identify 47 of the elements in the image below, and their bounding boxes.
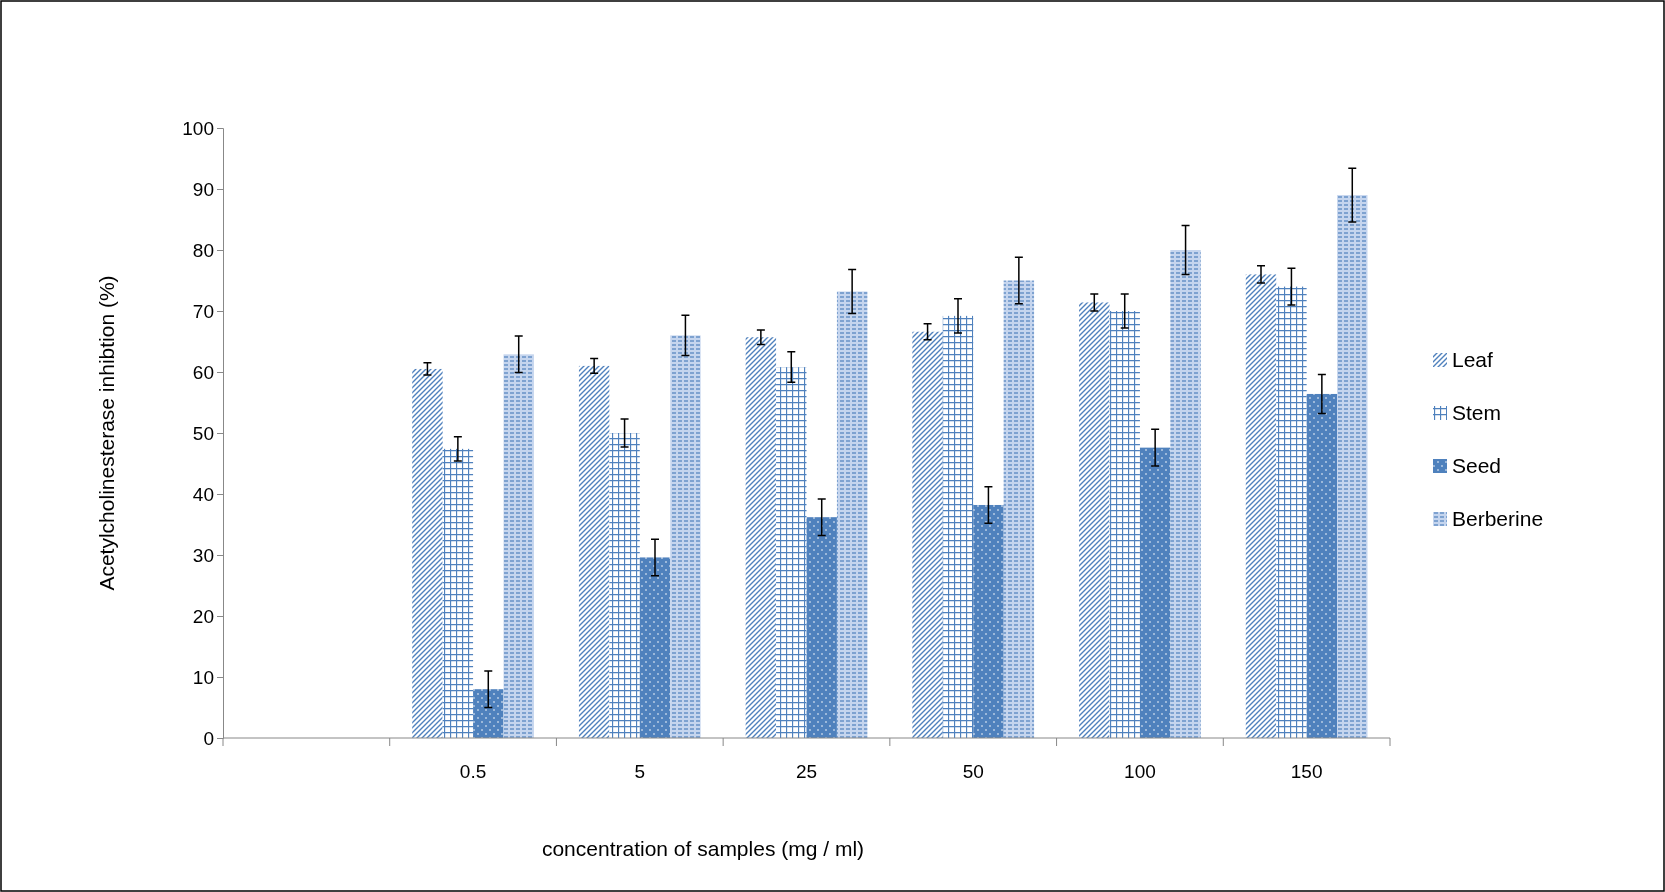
x-tick-label: 25 xyxy=(795,761,818,782)
bar xyxy=(1079,302,1110,738)
y-tick-label: 30 xyxy=(192,544,214,566)
bar xyxy=(1109,311,1140,738)
y-tick-label: 50 xyxy=(192,422,214,444)
bar xyxy=(806,517,837,738)
bar xyxy=(973,504,1004,738)
y-tick-label: 20 xyxy=(192,605,214,627)
bar xyxy=(503,354,534,738)
bar xyxy=(639,557,671,738)
x-tick-label: 100 xyxy=(1124,761,1156,782)
bar xyxy=(776,367,807,738)
legend-label: Berberine xyxy=(1452,507,1544,530)
bar xyxy=(912,331,943,738)
bar xyxy=(578,365,610,738)
legend-label: Seed xyxy=(1452,454,1502,477)
bar xyxy=(1003,280,1035,738)
y-tick-label: 90 xyxy=(192,178,214,200)
bar xyxy=(942,315,974,738)
y-tick-label: 60 xyxy=(192,361,214,383)
y-tick-label: 70 xyxy=(192,300,214,322)
bar xyxy=(412,368,443,738)
y-axis-title: Acetylcholinesterase inhibtion (%) xyxy=(95,275,118,591)
bar xyxy=(1245,274,1277,738)
bar xyxy=(473,689,504,738)
y-tick-label: 100 xyxy=(182,117,214,139)
x-tick-label: 150 xyxy=(1290,761,1323,782)
bar xyxy=(1170,250,1201,738)
x-tick-label: 50 xyxy=(962,761,984,782)
bar xyxy=(836,291,868,738)
bar xyxy=(1306,393,1338,738)
bar xyxy=(1337,195,1368,738)
bar xyxy=(670,335,701,738)
bar xyxy=(609,433,640,738)
bar xyxy=(745,337,777,738)
x-axis-title: concentration of samples (mg / ml) xyxy=(541,837,865,860)
bar xyxy=(442,448,474,738)
bar xyxy=(1139,447,1171,738)
y-tick-label: 0 xyxy=(203,727,214,749)
bar xyxy=(1276,286,1307,738)
x-tick-label: 0.5 xyxy=(459,761,487,782)
legend-label: Leaf xyxy=(1452,348,1494,371)
y-tick-label: 10 xyxy=(192,666,214,688)
x-tick-label: 5 xyxy=(634,761,646,782)
legend-label: Stem xyxy=(1452,401,1502,424)
y-tick-label: 80 xyxy=(192,239,214,261)
y-tick-label: 40 xyxy=(192,483,214,505)
